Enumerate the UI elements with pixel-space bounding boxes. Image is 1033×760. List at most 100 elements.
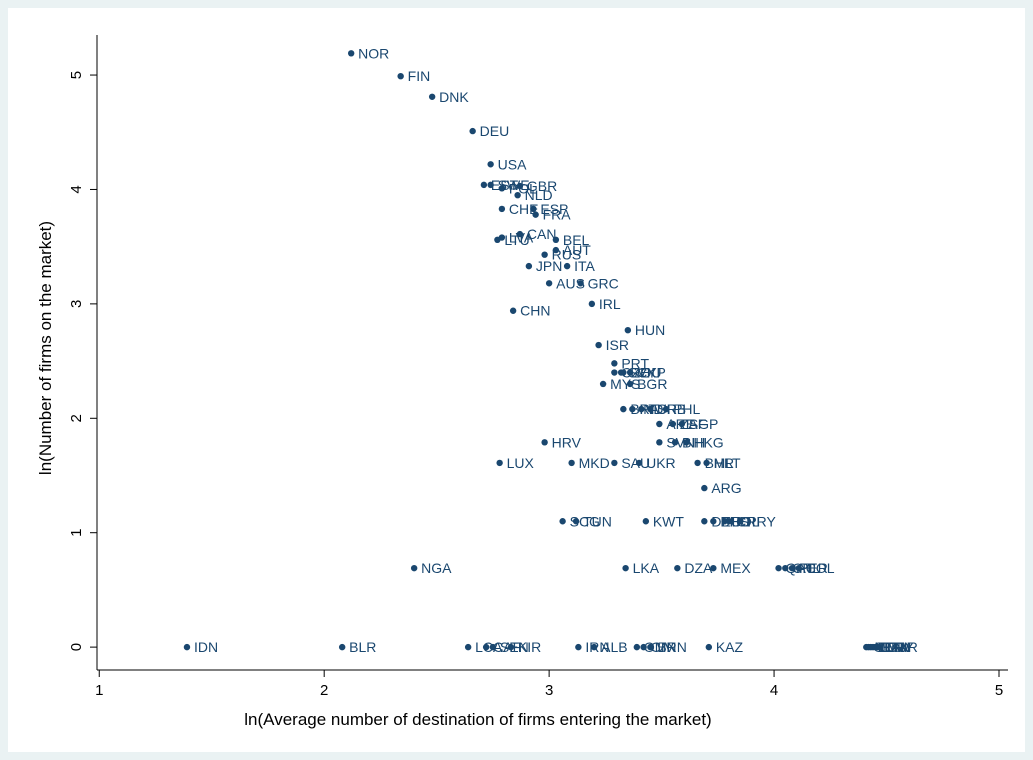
point-label: SGP bbox=[689, 416, 719, 432]
point-marker bbox=[541, 439, 548, 446]
data-point: POL bbox=[498, 180, 537, 196]
point-marker bbox=[482, 643, 490, 651]
data-point: BGR bbox=[626, 376, 667, 392]
point-label: DNK bbox=[439, 89, 469, 105]
point-marker bbox=[525, 262, 533, 270]
data-point: CAN bbox=[516, 226, 556, 242]
point-label: ISR bbox=[606, 337, 629, 353]
scatter-chart: 1 2 3 4 5 0 1 2 3 4 5 NOR FIN DNK DEU USA ESTSWEGBRPOL… bbox=[36, 35, 1008, 729]
point-marker bbox=[545, 280, 553, 287]
point-label: HUN bbox=[635, 322, 665, 338]
point-label: CHE bbox=[509, 201, 539, 217]
point-label: DEU bbox=[480, 123, 510, 139]
point-marker bbox=[782, 564, 789, 572]
data-point: BOL bbox=[721, 513, 760, 529]
y-tick-label: 0 bbox=[68, 643, 85, 651]
x-tick-label: 4 bbox=[770, 682, 778, 699]
point-marker bbox=[496, 459, 503, 467]
data-point: JPN bbox=[525, 258, 562, 274]
point-label: FIN bbox=[408, 68, 431, 84]
point-marker bbox=[595, 341, 602, 349]
data-point: ALB bbox=[590, 639, 628, 655]
point-marker bbox=[530, 205, 537, 213]
data-point: UKR bbox=[635, 455, 676, 471]
data-point: MEX bbox=[710, 560, 751, 576]
data-point: CAF bbox=[482, 639, 521, 655]
point-label: AUS bbox=[556, 275, 585, 291]
point-label: CRI bbox=[736, 513, 760, 529]
point-marker bbox=[469, 127, 476, 135]
point-marker bbox=[669, 420, 677, 428]
point-label: LKA bbox=[633, 560, 660, 576]
x-tick-label: 3 bbox=[545, 682, 553, 699]
point-marker bbox=[629, 405, 636, 413]
point-label: VEN bbox=[876, 639, 905, 655]
point-marker bbox=[514, 191, 521, 199]
point-marker bbox=[568, 459, 575, 467]
point-label: PRY bbox=[747, 513, 776, 529]
point-marker bbox=[590, 643, 598, 651]
point-marker bbox=[183, 643, 191, 651]
data-point: AUT bbox=[552, 242, 591, 258]
point-marker bbox=[635, 459, 643, 467]
data-point: CHE bbox=[498, 201, 539, 217]
data-point: OMN bbox=[633, 639, 677, 655]
point-label: KAZ bbox=[716, 639, 744, 655]
point-label: KWT bbox=[653, 513, 685, 529]
data-point: KAZ bbox=[705, 639, 744, 655]
data-point: FRA bbox=[532, 207, 571, 223]
point-marker bbox=[705, 643, 713, 651]
point-label: MYS bbox=[610, 376, 640, 392]
point-marker bbox=[572, 518, 580, 525]
point-marker bbox=[611, 459, 618, 467]
data-point: ROU bbox=[620, 365, 661, 381]
data-point: CYP bbox=[626, 365, 666, 381]
point-label: SCG bbox=[570, 513, 600, 529]
x-tick-label: 1 bbox=[95, 682, 103, 699]
point-label: NGA bbox=[421, 560, 452, 576]
point-marker bbox=[626, 380, 634, 388]
data-point: CRI bbox=[725, 513, 760, 529]
point-label: TUN bbox=[583, 513, 612, 529]
data-point: SVN bbox=[656, 434, 695, 450]
point-marker bbox=[671, 439, 679, 446]
point-marker bbox=[721, 518, 728, 525]
data-point: DNK bbox=[428, 89, 469, 105]
point-marker bbox=[489, 643, 497, 651]
point-marker bbox=[347, 50, 355, 57]
point-label: MKD bbox=[579, 455, 610, 471]
point-marker bbox=[410, 564, 418, 572]
point-marker bbox=[622, 564, 629, 572]
point-label: BIH bbox=[682, 434, 705, 450]
data-point: PER bbox=[788, 560, 828, 576]
point-marker bbox=[552, 246, 560, 254]
point-label: TUR bbox=[648, 401, 677, 417]
point-marker bbox=[656, 420, 663, 428]
data-point: DEU bbox=[469, 123, 509, 139]
point-label: DZA bbox=[684, 560, 713, 576]
point-label: LUX bbox=[507, 455, 535, 471]
point-marker bbox=[494, 236, 501, 244]
point-marker bbox=[507, 643, 515, 651]
data-point: CIV bbox=[640, 639, 675, 655]
data-point: BHS bbox=[710, 513, 749, 529]
data-point: NOR bbox=[347, 45, 389, 61]
point-marker bbox=[516, 182, 524, 190]
point-label: IRL bbox=[599, 296, 621, 312]
point-label: CZE bbox=[621, 365, 649, 381]
data-point: SRB bbox=[647, 401, 686, 417]
y-tick-label: 4 bbox=[68, 185, 85, 193]
point-marker bbox=[683, 439, 690, 446]
data-point: AUS bbox=[545, 275, 585, 291]
point-label: PAN bbox=[882, 639, 910, 655]
data-point: PRT bbox=[611, 355, 650, 371]
point-label: SRB bbox=[657, 401, 686, 417]
point-marker bbox=[640, 643, 647, 651]
point-label: COL bbox=[806, 560, 835, 576]
data-point: MYS bbox=[599, 376, 640, 392]
point-label: MEX bbox=[720, 560, 751, 576]
point-marker bbox=[701, 518, 708, 525]
point-label: SEN bbox=[500, 639, 529, 655]
data-point: BIH bbox=[671, 434, 705, 450]
point-marker bbox=[626, 369, 634, 376]
